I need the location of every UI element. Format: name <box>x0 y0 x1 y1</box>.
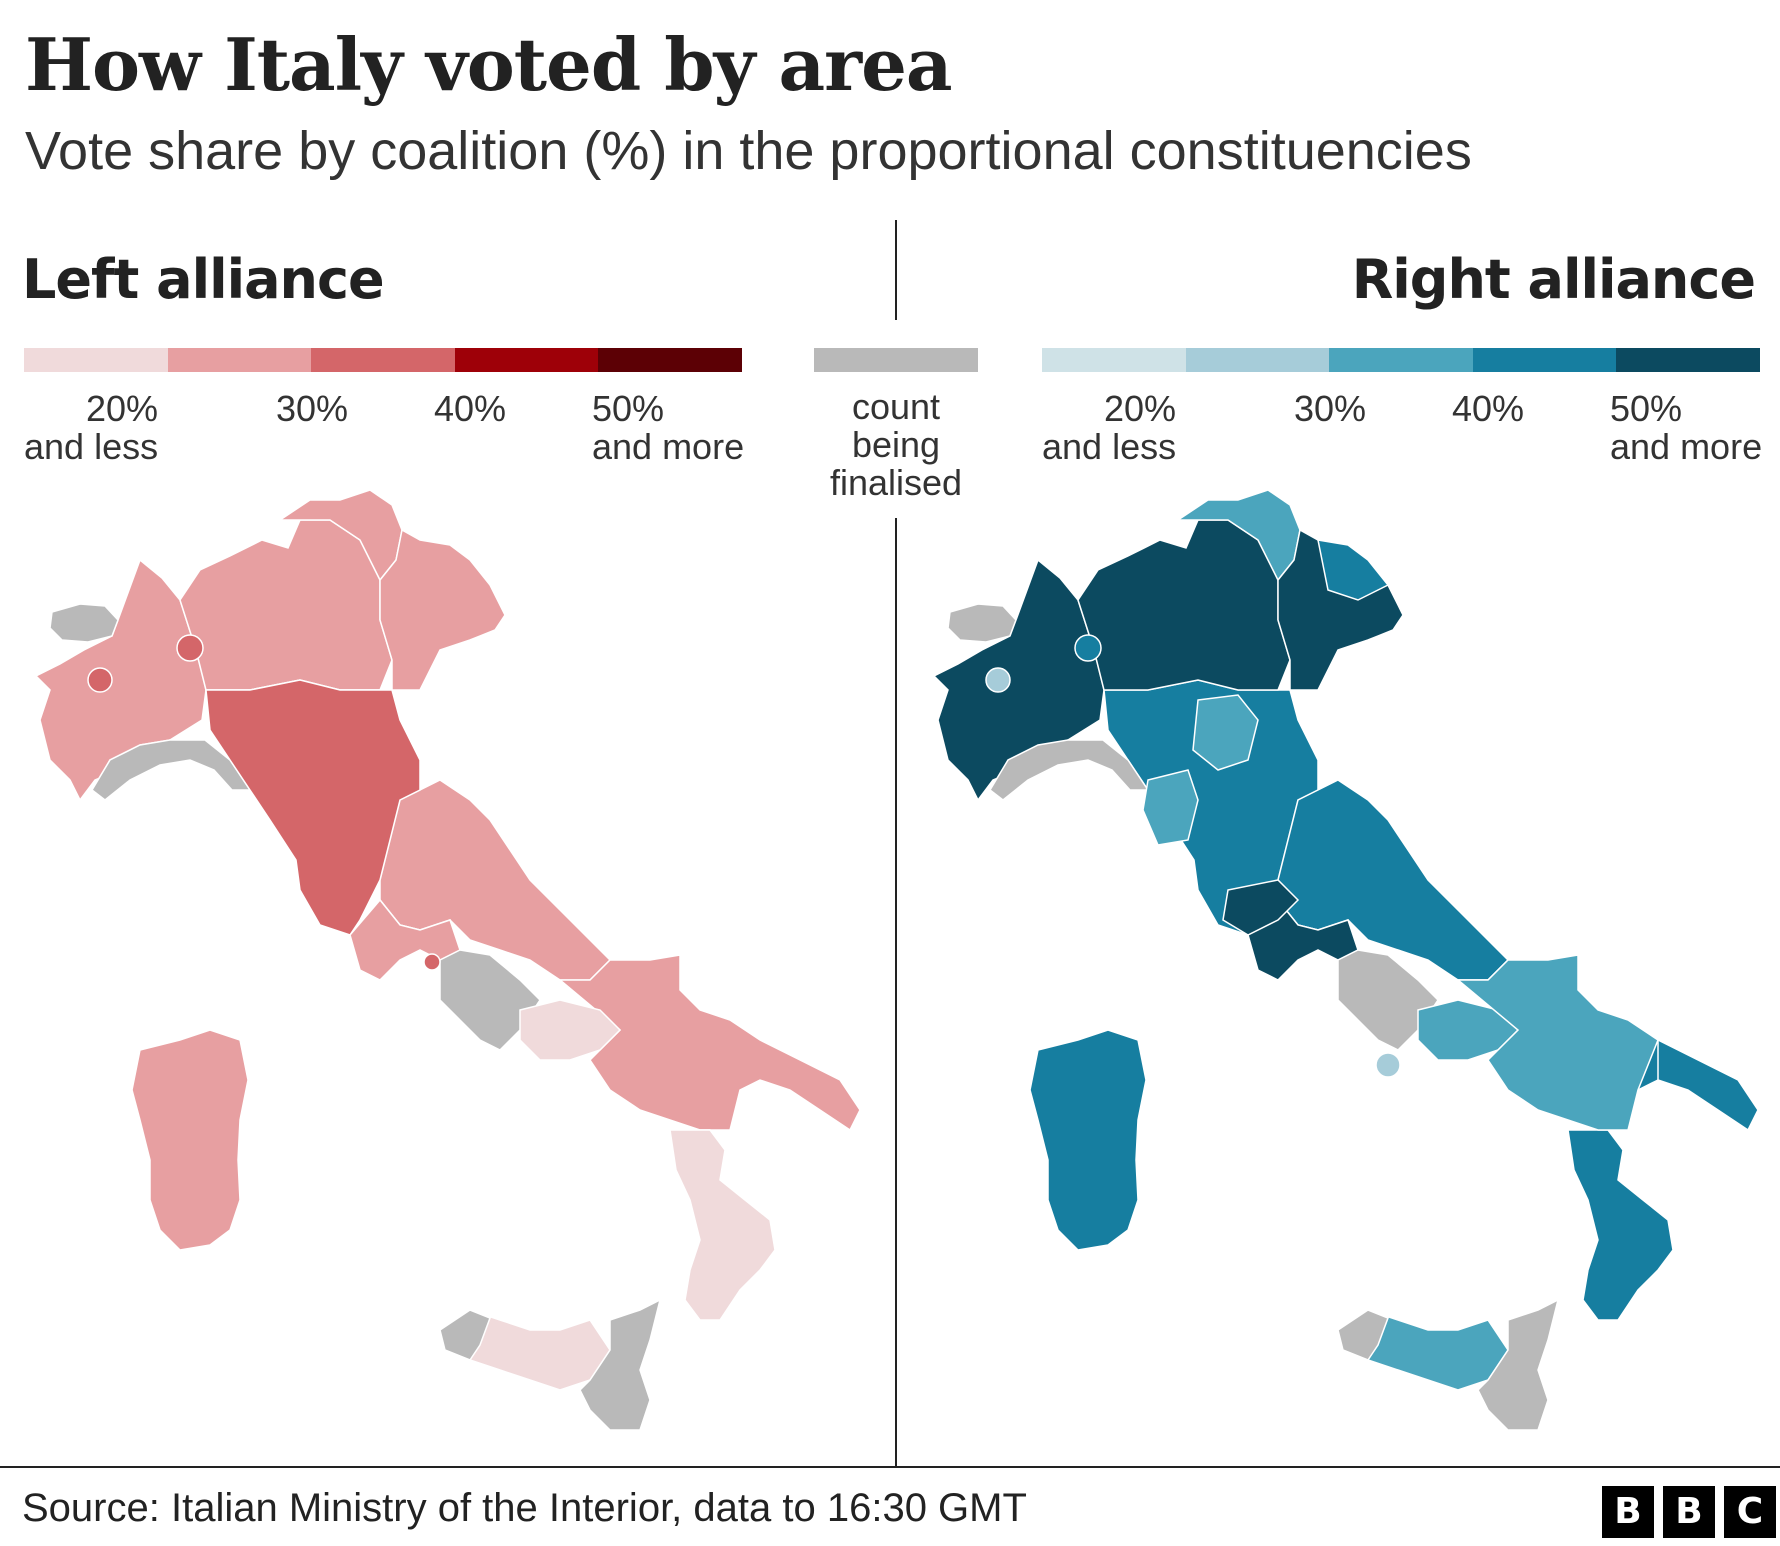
left-tick-40: 40% <box>433 388 507 429</box>
right-legend-swatch <box>1616 348 1760 372</box>
logo-letter: B <box>1602 1486 1654 1538</box>
left-tick-30: 30% <box>275 388 349 429</box>
tick-label: 50% <box>592 388 665 429</box>
left-legend-scale <box>24 348 742 372</box>
left-panel-title: Left alliance <box>22 248 385 311</box>
right-legend-swatch <box>1042 348 1186 372</box>
right-legend-swatch <box>1186 348 1329 372</box>
left-region-sicily-far-west <box>439 1309 491 1361</box>
right-region-friuli <box>1317 539 1390 601</box>
left-region-calabria <box>669 1129 776 1321</box>
left-region-aosta <box>49 603 119 643</box>
tick-label: 20% <box>86 388 159 429</box>
panel-divider-bottom <box>895 518 897 1466</box>
right-tick-40: 40% <box>1451 388 1525 429</box>
right-legend-scale <box>1042 348 1760 372</box>
tick-label: 20% <box>1104 388 1177 429</box>
source-note: Source: Italian Ministry of the Interior… <box>22 1486 1027 1530</box>
left-map <box>35 489 861 1431</box>
right-region-milan <box>1074 634 1102 662</box>
right-region-south-east <box>1455 954 1659 1131</box>
left-tick-20: 20% and less <box>24 390 174 466</box>
left-tick-50: 50% and more <box>592 390 772 466</box>
left-legend-swatch <box>311 348 455 372</box>
bbc-logo: B B C <box>1602 1486 1776 1538</box>
tick-sublabel: and less <box>1042 426 1177 467</box>
pending-label-line: count <box>851 386 941 427</box>
left-region-milan <box>176 634 204 662</box>
pending-legend-label: count being finalised <box>806 388 986 502</box>
right-region-emilia-inner <box>1192 694 1259 771</box>
tick-sublabel: and more <box>592 426 745 467</box>
chart-subtitle: Vote share by coalition (%) in the propo… <box>25 121 1472 181</box>
panel-divider-top <box>895 220 897 320</box>
right-region-salerno <box>1375 1052 1401 1078</box>
right-tick-30: 30% <box>1293 388 1367 429</box>
right-region-tuscany-inner <box>1142 769 1199 846</box>
right-region-sicily-far-west <box>1337 1309 1389 1361</box>
right-panel-title: Right alliance <box>1351 248 1756 311</box>
left-legend-swatch <box>598 348 742 372</box>
right-region-apulia-south <box>1657 1038 1759 1132</box>
right-region-lazio-north <box>1222 879 1300 936</box>
right-region-aosta <box>947 603 1017 643</box>
right-region-lombardy <box>1077 519 1291 691</box>
right-region-liguria <box>989 739 1150 801</box>
right-map <box>932 489 1759 1431</box>
left-region-sicily-east <box>579 1298 662 1431</box>
pending-label-line: being <box>851 424 941 465</box>
right-region-sicily-east <box>1477 1298 1560 1431</box>
left-legend-swatch <box>455 348 598 372</box>
left-region-campania-inner <box>519 999 622 1061</box>
right-tick-20: 20% and less <box>1042 390 1192 466</box>
pending-label-line: finalised <box>829 462 963 503</box>
logo-letter: B <box>1663 1486 1715 1538</box>
footer-rule <box>0 1466 1780 1468</box>
logo-letter: C <box>1724 1486 1776 1538</box>
right-region-turin <box>985 667 1011 693</box>
left-region-tuscany <box>205 679 421 936</box>
right-legend-swatch <box>1473 348 1616 372</box>
chart-title: How Italy voted by area <box>25 22 953 107</box>
tick-label: 50% <box>1610 388 1683 429</box>
left-legend-swatch <box>168 348 311 372</box>
tick-sublabel: and more <box>1610 426 1763 467</box>
right-legend-swatch <box>1329 348 1473 372</box>
left-region-turin <box>87 667 113 693</box>
left-region-rome <box>423 953 441 971</box>
tick-sublabel: and less <box>24 426 159 467</box>
left-region-liguria <box>91 739 252 801</box>
pending-legend-swatch <box>814 348 978 372</box>
left-legend-swatch <box>24 348 168 372</box>
right-tick-50: 50% and more <box>1610 390 1780 466</box>
